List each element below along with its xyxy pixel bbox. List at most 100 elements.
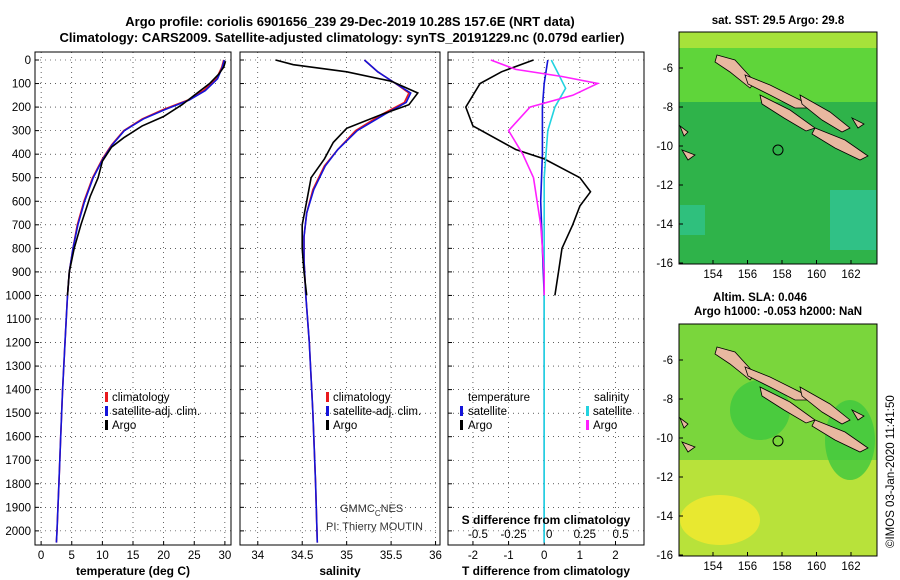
s-diff-tick-label: 0: [546, 529, 552, 541]
series-line-salinity-argo: [490, 59, 601, 296]
legend-climatology: climatology: [112, 392, 170, 404]
island-landmass: [799, 94, 851, 133]
x-tick-label: 36: [429, 550, 442, 562]
map-lon-label: 156: [738, 269, 757, 281]
argo-position-marker: [772, 144, 784, 156]
island-landmass: [714, 346, 756, 381]
x-tick-label: 34: [251, 550, 264, 562]
map-lon-label: 154: [703, 269, 723, 281]
x-tick-label: 1: [577, 550, 583, 562]
map-lat-label: -6: [663, 355, 673, 367]
legend-satellite: satellite-adj. clim.: [112, 406, 200, 418]
series-line-argo: [275, 59, 420, 296]
legend3-sal-argo: Argo: [593, 420, 617, 432]
map2-title2: Argo h1000: -0.053 h2000: NaN: [694, 306, 862, 318]
island-landmass: [714, 54, 756, 89]
map-lon-label: 160: [807, 269, 826, 281]
map1-title: sat. SST: 29.5 Argo: 29.8: [712, 15, 845, 27]
x-tick-label: 20: [157, 550, 170, 562]
depth-tick-label: 1000: [5, 290, 31, 302]
temperature-panel: 0100200300400500600700800900100011001200…: [5, 51, 232, 578]
map-lon-label: 156: [738, 561, 757, 573]
sla-map: Altim. SLA: 0.046 Argo h1000: -0.053 h20…: [656, 292, 878, 573]
legend3-sal-sat: satellite: [593, 406, 632, 418]
xlabel-salinity: salinity: [319, 564, 361, 578]
x-tick-label: 0: [541, 550, 547, 562]
island-landmass: [811, 127, 869, 161]
x-tick-label: -1: [503, 550, 513, 562]
depth-tick-label: 1200: [5, 338, 31, 350]
map-lon-label: 158: [772, 269, 791, 281]
depth-tick-label: 1800: [5, 479, 31, 491]
s-difference-label: S difference from climatology: [462, 513, 631, 527]
s-diff-tick-label: -0.5: [468, 529, 488, 541]
depth-tick-label: 600: [12, 196, 31, 208]
depth-tick-label: 300: [12, 126, 31, 138]
depth-tick-label: 1100: [6, 314, 31, 326]
map-lat-label: -12: [656, 472, 673, 484]
s-diff-tick-label: 0.5: [612, 529, 628, 541]
map-lat-label: -8: [663, 394, 673, 406]
credit-gmmc: GMMCCNES: [340, 503, 403, 518]
series-line-temperature-argo: [464, 59, 592, 296]
depth-tick-label: 1300: [5, 361, 31, 373]
map-lat-label: -10: [656, 433, 673, 445]
island-landmass: [850, 117, 865, 129]
island-landmass: [759, 386, 816, 424]
island-landmass: [744, 366, 812, 401]
series-line-argo: [66, 60, 227, 296]
series-line-salinity-satellite: [543, 59, 567, 543]
xlabel-t-difference: T difference from climatology: [462, 564, 630, 578]
legend3-sal-head: salinity: [594, 392, 629, 404]
legend-argo: Argo: [112, 420, 136, 432]
island-landmass: [679, 124, 689, 137]
x-tick-label: 34.5: [291, 550, 313, 562]
island-landmass: [744, 74, 812, 109]
depth-tick-label: 1500: [5, 408, 31, 420]
s-diff-tick-label: -0.25: [500, 529, 526, 541]
map-lon-label: 158: [772, 561, 791, 573]
x-tick-label: 0: [38, 550, 44, 562]
difference-panel: -2 -1 0 1 2 -0.5 -0.25 0 0.25 0.5 T difference fr…: [447, 51, 645, 578]
sst-map: sat. SST: 29.5 Argo: 29.8 -6 -8 -10 -12 -14 -…: [656, 15, 878, 281]
legend-salinity: climatology satellite-adj. clim. Argo: [326, 392, 421, 432]
map-lat-label: -10: [656, 141, 673, 153]
depth-tick-label: 200: [12, 102, 31, 114]
map-lon-label: 162: [841, 269, 860, 281]
map-lat-label: -14: [656, 219, 673, 231]
x-tick-label: 35.5: [380, 550, 402, 562]
map-lat-label: -16: [656, 258, 673, 270]
series-line-satellite-adj-clim-: [55, 59, 226, 543]
island-landmass: [850, 409, 865, 421]
map-lon-label: 154: [703, 561, 723, 573]
x-tick-label: 5: [69, 550, 75, 562]
argo-position-marker-2: [772, 435, 784, 447]
depth-tick-label: 700: [12, 220, 31, 232]
depth-tick-label: 2000: [5, 526, 31, 538]
series-line-satellite-adj-clim-: [303, 59, 412, 543]
legend-difference: temperature satellite Argo salinity sate…: [460, 392, 632, 432]
depth-tick-label: 400: [12, 149, 31, 161]
map-lat-label: -16: [656, 550, 673, 562]
depth-tick-label: 1900: [5, 502, 31, 514]
depth-tick-label: 500: [12, 173, 31, 185]
depth-tick-label: 800: [12, 243, 31, 255]
legend2-satellite: satellite-adj. clim.: [333, 406, 421, 418]
map-lon-label: 160: [807, 561, 826, 573]
depth-tick-label: 1700: [5, 455, 31, 467]
credit-pi: PI: Thierry MOUTIN: [326, 521, 423, 533]
xlabel-temperature: temperature (deg C): [76, 564, 190, 578]
legend2-climatology: climatology: [333, 392, 391, 404]
x-tick-label: 30: [218, 550, 231, 562]
island-landmass: [759, 94, 816, 132]
x-tick-label: -2: [468, 550, 478, 562]
x-tick-label: 15: [127, 550, 140, 562]
map-lat-label: -14: [656, 511, 673, 523]
salinity-panel: 34 34.5 35 35.5 36 salinity climatology sate…: [239, 51, 442, 578]
map-lat-label: -6: [663, 63, 673, 75]
legend3-temp-head: temperature: [468, 392, 530, 404]
x-tick-label: 25: [188, 550, 201, 562]
x-tick-label: 10: [96, 550, 109, 562]
legend3-temp-argo: Argo: [468, 420, 492, 432]
